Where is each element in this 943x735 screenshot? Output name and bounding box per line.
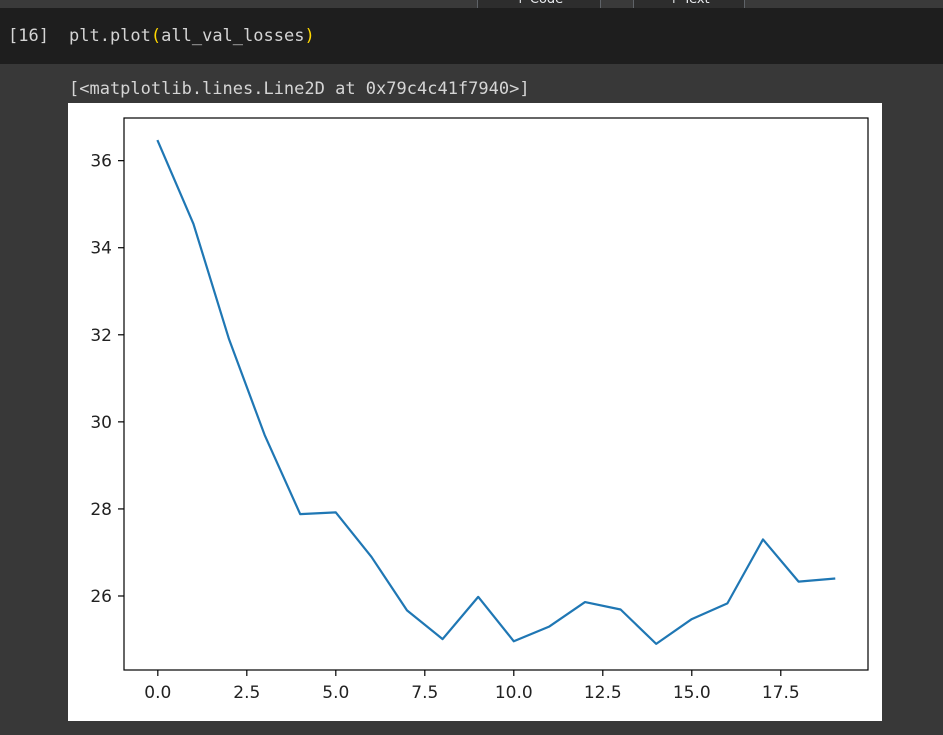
x-tick-label: 10.0 — [495, 683, 533, 703]
x-tick-label: 15.0 — [673, 683, 711, 703]
code-close-paren: ) — [304, 26, 315, 46]
series-line — [156, 139, 836, 645]
x-tick-label: 17.5 — [762, 683, 800, 703]
y-tick-label: 36 — [90, 152, 112, 172]
top-bar: + Code + Text — [0, 0, 943, 12]
x-tick-label: 12.5 — [584, 683, 622, 703]
x-tick-label: 7.5 — [411, 683, 438, 703]
code-cell[interactable]: [16] plt.plot(all_val_losses) — [0, 8, 943, 64]
output-repr-text: [<matplotlib.lines.Line2D at 0x79c4c41f7… — [69, 79, 530, 99]
x-tick-label: 0.0 — [144, 683, 171, 703]
line-chart: 0.0 2.5 5.0 7.5 10.0 12.5 15.0 17.5 26 28 30 32 34 36 — [90, 117, 869, 703]
y-tick-label: 30 — [90, 413, 112, 433]
code-open-paren: ( — [150, 26, 162, 46]
y-tick-label: 32 — [90, 326, 112, 346]
code-editor-line[interactable]: plt.plot(all_val_losses) — [69, 26, 315, 46]
y-tick-label: 34 — [90, 239, 112, 259]
x-tick-label: 5.0 — [322, 683, 349, 703]
execution-count: [16] — [8, 26, 49, 46]
y-tick-label: 28 — [90, 500, 112, 520]
y-tick-label: 26 — [90, 587, 112, 607]
code-argument: all_val_losses — [161, 26, 305, 46]
x-tick-label: 2.5 — [233, 683, 260, 703]
code-function: plt.plot — [69, 26, 151, 46]
plot-figure: 0.0 2.5 5.0 7.5 10.0 12.5 15.0 17.5 26 28 30 32 34 36 — [68, 103, 882, 721]
plot-frame — [123, 117, 869, 671]
